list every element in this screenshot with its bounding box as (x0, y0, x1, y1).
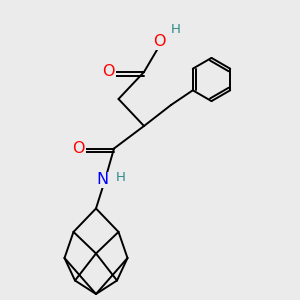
Text: N: N (97, 172, 109, 188)
Text: O: O (102, 64, 115, 80)
Text: O: O (153, 34, 165, 50)
Text: H: H (116, 171, 125, 184)
Text: H: H (171, 23, 180, 37)
Text: O: O (72, 141, 85, 156)
